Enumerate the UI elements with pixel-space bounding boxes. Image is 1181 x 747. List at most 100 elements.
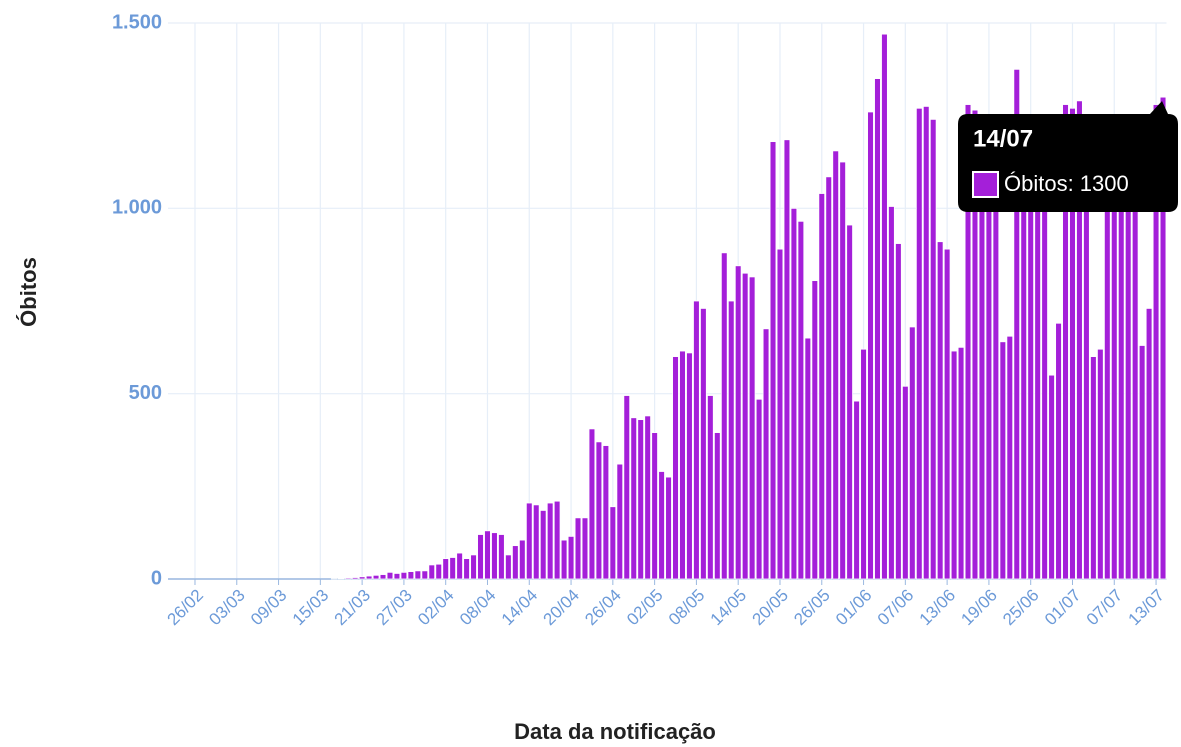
x-tick-label: 26/05: [790, 586, 834, 630]
x-tick-label: 09/03: [247, 586, 291, 630]
x-tick-label: 08/04: [456, 586, 500, 630]
bar: [700, 308, 707, 580]
bar: [400, 571, 408, 580]
bar: [595, 441, 603, 580]
bar: [881, 33, 888, 580]
x-tick-label: 07/07: [1083, 586, 1127, 630]
bar: [386, 571, 394, 580]
bar: [922, 106, 930, 580]
bar: [693, 300, 700, 580]
x-tick-label: 01/07: [1041, 586, 1085, 630]
bar: [651, 432, 658, 580]
bar: [1069, 107, 1076, 580]
bar: [351, 577, 359, 580]
bar: [665, 476, 672, 580]
x-tick-label: 27/03: [372, 586, 416, 630]
bar: [783, 139, 791, 580]
bar: [908, 326, 916, 580]
bar: [720, 252, 728, 580]
bar: [442, 558, 450, 580]
x-tick-label: 03/03: [205, 586, 249, 630]
bar: [1090, 356, 1097, 580]
bar: [1006, 335, 1014, 580]
bar: [428, 564, 436, 580]
bar: [755, 398, 763, 580]
bar: [1048, 374, 1055, 580]
bar: [449, 557, 456, 580]
bar: [470, 554, 477, 580]
bar: [971, 109, 979, 580]
bar: [1062, 104, 1069, 580]
bar: [546, 502, 554, 580]
bar: [414, 570, 422, 580]
bar: [707, 395, 714, 580]
bar: [895, 243, 902, 580]
x-axis-title: Data da notificação: [514, 719, 716, 744]
bar: [839, 161, 846, 580]
bar: [769, 141, 777, 580]
bar: [644, 415, 651, 580]
bar: [741, 272, 749, 580]
bar: [532, 504, 540, 580]
bar: [358, 576, 366, 580]
bar: [992, 170, 1000, 580]
bar: [616, 463, 624, 580]
bar: [818, 193, 826, 580]
bar: [888, 206, 895, 580]
bar: [512, 545, 519, 580]
bar: [539, 510, 547, 580]
bar: [365, 575, 373, 580]
bar: [1138, 345, 1146, 580]
bar: [337, 577, 345, 580]
bar: [491, 532, 498, 580]
x-tick-label: 07/06: [874, 586, 918, 630]
bar: [811, 280, 819, 580]
bar: [1097, 348, 1104, 580]
bar: [825, 176, 833, 580]
x-tick-label: 26/02: [163, 586, 207, 630]
x-tick-label: 19/06: [957, 586, 1001, 630]
y-axis-title: Óbitos: [16, 257, 41, 327]
bar: [518, 539, 526, 580]
bar: [463, 558, 470, 580]
bar: [1013, 68, 1021, 580]
bar: [630, 417, 638, 580]
bar: [748, 276, 756, 580]
bar: [727, 300, 735, 580]
x-tick-label: 02/05: [623, 586, 667, 630]
bar: [456, 552, 463, 580]
y-tick-label: 1.000: [112, 197, 162, 219]
x-tick-label: 14/05: [707, 586, 751, 630]
bar: [393, 573, 401, 580]
y-tick-label: 500: [129, 382, 162, 404]
bar: [1145, 308, 1153, 580]
bar: [623, 395, 631, 580]
bar: [902, 385, 909, 580]
x-tick-label: 13/06: [916, 586, 960, 630]
bar: [762, 328, 770, 580]
bar: [1152, 104, 1160, 580]
bar: [713, 432, 721, 580]
bar: [929, 118, 937, 580]
bar: [734, 265, 742, 580]
bar: [867, 111, 874, 580]
x-tick-label: 20/05: [748, 586, 792, 630]
x-tick-label: 02/04: [414, 586, 458, 630]
bar: [525, 502, 533, 580]
bar: [560, 539, 568, 580]
bar: [1027, 152, 1035, 580]
x-tick-label: 21/03: [331, 586, 375, 630]
bar: [915, 107, 923, 580]
bar: [797, 220, 805, 580]
bar: [853, 400, 860, 580]
bar: [832, 150, 840, 580]
bar: [672, 356, 679, 580]
bar: [435, 563, 443, 580]
bar: [686, 352, 693, 580]
bar: [609, 506, 617, 580]
bar: [637, 419, 645, 580]
bar: [553, 500, 561, 580]
bar: [567, 535, 575, 580]
